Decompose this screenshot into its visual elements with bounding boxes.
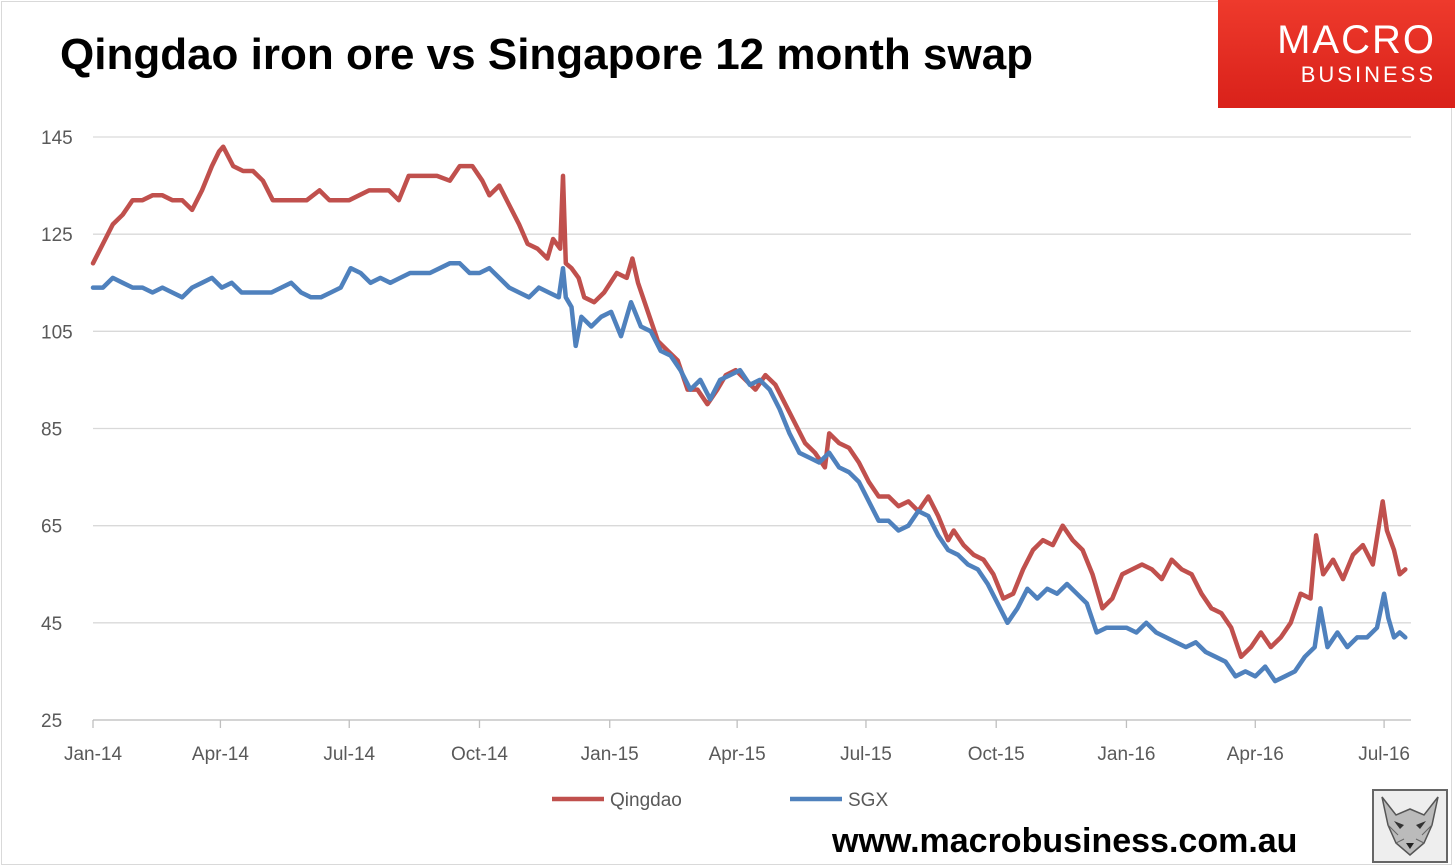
brand-line-business: BUSINESS bbox=[1300, 62, 1436, 87]
x-tick-label: Jan-16 bbox=[1097, 744, 1155, 765]
x-tick-label: Jul-14 bbox=[323, 744, 375, 765]
y-tick-label: 25 bbox=[41, 711, 62, 732]
series-line-sgx bbox=[90, 261, 1408, 684]
x-tick-label: Jan-14 bbox=[64, 744, 123, 765]
chart-title: Qingdao iron ore vs Singapore 12 month s… bbox=[60, 30, 1034, 79]
x-tick-label: Oct-14 bbox=[451, 744, 508, 765]
y-tick-label: 65 bbox=[41, 517, 62, 538]
series-line-qingdao bbox=[90, 144, 1408, 660]
y-tick-label: 85 bbox=[41, 420, 62, 441]
x-tick-label: Apr-15 bbox=[709, 744, 766, 765]
legend-label: SGX bbox=[848, 790, 888, 811]
y-tick-label: 45 bbox=[41, 614, 62, 635]
footer-url: www.macrobusiness.com.au bbox=[832, 822, 1298, 860]
x-tick-label: Jan-15 bbox=[581, 744, 639, 765]
y-tick-label: 125 bbox=[41, 225, 73, 246]
legend-label: Qingdao bbox=[610, 790, 682, 811]
x-tick-label: Jul-16 bbox=[1358, 744, 1410, 765]
x-tick-label: Jul-15 bbox=[840, 744, 892, 765]
brand-line-macro: MACRO bbox=[1277, 18, 1436, 62]
x-tick-label: Oct-15 bbox=[968, 744, 1025, 765]
brand-logo: MACRO BUSINESS bbox=[1218, 0, 1455, 108]
x-tick-label: Apr-16 bbox=[1227, 744, 1284, 765]
fox-logo-icon bbox=[1372, 789, 1448, 863]
y-tick-label: 105 bbox=[41, 322, 73, 343]
x-tick-label: Apr-14 bbox=[192, 744, 249, 765]
y-tick-label: 145 bbox=[41, 128, 73, 149]
